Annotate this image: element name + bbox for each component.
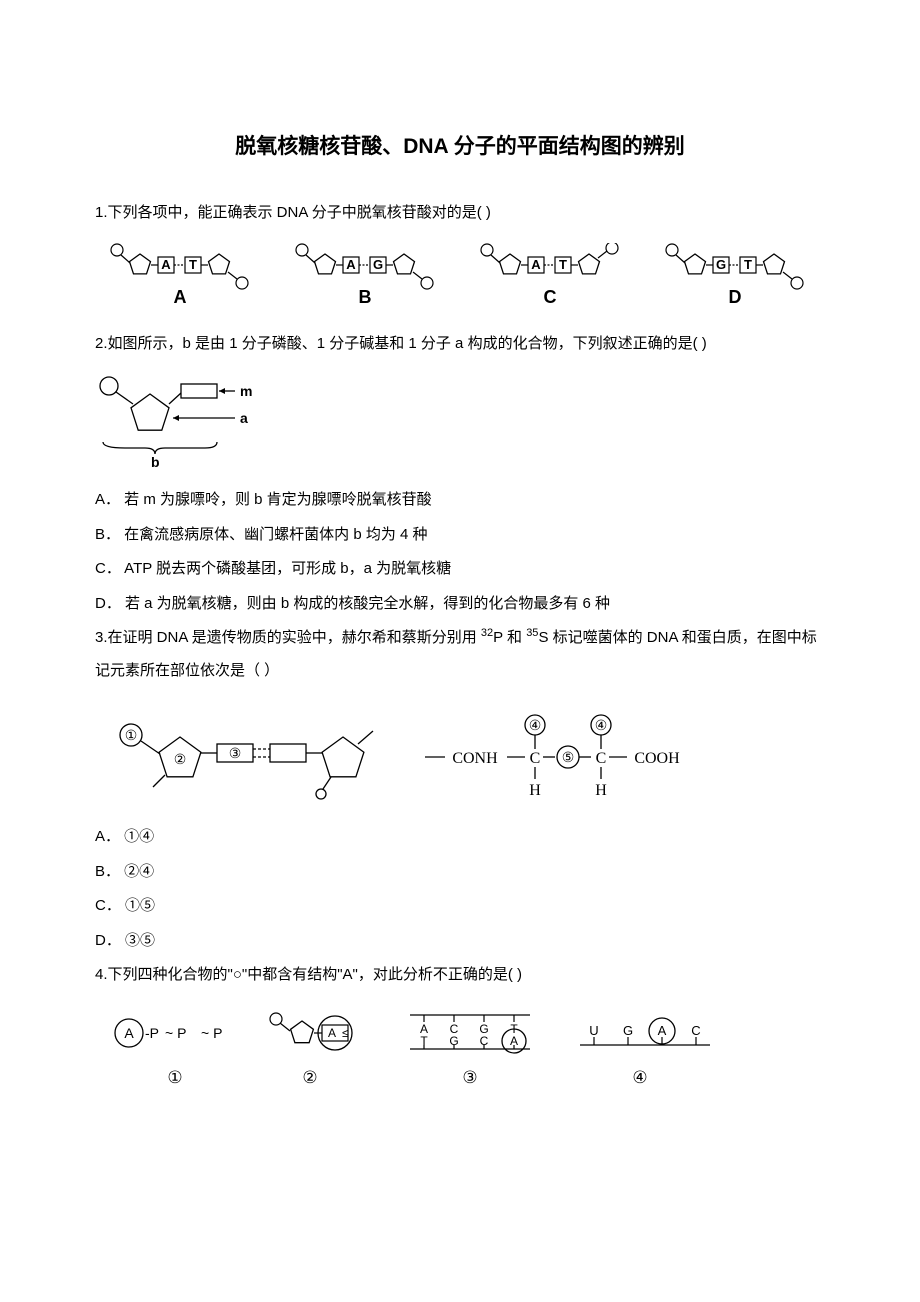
svg-text:U: U bbox=[589, 1023, 598, 1038]
svg-text:④: ④ bbox=[595, 717, 608, 733]
svg-text:COOH: COOH bbox=[634, 750, 680, 767]
svg-text:②: ② bbox=[174, 751, 187, 767]
svg-text:A: A bbox=[346, 257, 356, 272]
svg-text:a: a bbox=[240, 410, 248, 426]
svg-text:CONH: CONH bbox=[452, 750, 498, 767]
svg-text:A: A bbox=[174, 287, 187, 307]
svg-text:④: ④ bbox=[529, 717, 542, 733]
svg-text:B: B bbox=[359, 287, 372, 307]
svg-text:G: G bbox=[716, 257, 726, 272]
svg-text:C: C bbox=[596, 750, 607, 767]
q3-text-1: 3.在证明 DNA 是遗传物质的实验中，赫尔希和蔡斯分别用 bbox=[95, 629, 481, 646]
q3-option-d: D． ③⑤ bbox=[95, 924, 825, 959]
svg-text:C: C bbox=[530, 750, 541, 767]
question-2: 2.如图所示，b 是由 1 分子磷酸、1 分子碱基和 1 分子 a 构成的化合物… bbox=[95, 327, 825, 360]
svg-text:G: G bbox=[373, 257, 383, 272]
svg-text:A: A bbox=[161, 257, 171, 272]
svg-text:A: A bbox=[124, 1025, 134, 1041]
svg-text:G: G bbox=[623, 1023, 633, 1038]
question-3: 3.在证明 DNA 是遗传物质的实验中，赫尔希和蔡斯分别用 32P 和 35S … bbox=[95, 621, 825, 687]
q4-diagram: A-P ~ P ~ P①A≤②ATCGGCTA③UGAC④ bbox=[100, 1005, 825, 1095]
svg-text:≤: ≤ bbox=[342, 1026, 349, 1040]
question-1: 1.下列各项中，能正确表示 DNA 分子中脱氧核苷酸对的是( ) bbox=[95, 196, 825, 229]
svg-text:①: ① bbox=[167, 1068, 182, 1087]
svg-text:T: T bbox=[189, 257, 197, 272]
page-title: 脱氧核糖核苷酸、DNA 分子的平面结构图的辨别 bbox=[95, 130, 825, 160]
svg-text:-P: -P bbox=[145, 1025, 159, 1041]
q1-diagram: ATAAGBATCGTD bbox=[95, 243, 825, 313]
q3-option-a: A． ①④ bbox=[95, 820, 825, 855]
q3-sup-2: 35 bbox=[526, 627, 538, 639]
q2-option-a: A． 若 m 为腺嘌呤，则 b 肯定为腺嘌呤脱氧核苷酸 bbox=[95, 483, 825, 518]
svg-text:A: A bbox=[328, 1026, 336, 1040]
svg-text:③: ③ bbox=[462, 1068, 477, 1087]
svg-text:①: ① bbox=[125, 727, 138, 743]
q2-option-b: B． 在禽流感病原体、幽门螺杆菌体内 b 均为 4 种 bbox=[95, 518, 825, 553]
svg-text:A: A bbox=[531, 257, 541, 272]
svg-text:~ P: ~ P bbox=[165, 1025, 186, 1041]
svg-text:C: C bbox=[544, 287, 557, 307]
svg-text:b: b bbox=[151, 454, 160, 469]
q2-option-c: C． ATP 脱去两个磷酸基团，可形成 b，a 为脱氧核糖 bbox=[95, 552, 825, 587]
q3-text-2: P 和 bbox=[493, 629, 526, 646]
q2-diagram: ma b bbox=[95, 374, 825, 469]
q3-option-c: C． ①⑤ bbox=[95, 889, 825, 924]
svg-text:H: H bbox=[595, 782, 607, 799]
svg-text:②: ② bbox=[302, 1068, 317, 1087]
q3-sup-1: 32 bbox=[481, 627, 493, 639]
svg-text:⑤: ⑤ bbox=[562, 749, 575, 765]
svg-text:③: ③ bbox=[229, 745, 242, 761]
svg-text:m: m bbox=[240, 383, 252, 399]
q3-diagram: ① ② ③ CONH C ④ H ⑤ C ④ H COOH bbox=[105, 707, 825, 802]
svg-text:C: C bbox=[691, 1023, 700, 1038]
svg-text:④: ④ bbox=[632, 1068, 647, 1087]
svg-text:T: T bbox=[744, 257, 752, 272]
svg-text:A: A bbox=[658, 1023, 667, 1038]
q2-option-d: D． 若 a 为脱氧核糖，则由 b 构成的核酸完全水解，得到的化合物最多有 6 … bbox=[95, 587, 825, 622]
svg-text:H: H bbox=[529, 782, 541, 799]
svg-text:T: T bbox=[559, 257, 567, 272]
svg-text:~ P: ~ P bbox=[201, 1025, 222, 1041]
q3-option-b: B． ②④ bbox=[95, 855, 825, 890]
question-4: 4.下列四种化合物的"○"中都含有结构"A"，对此分析不正确的是( ) bbox=[95, 958, 825, 991]
svg-text:D: D bbox=[729, 287, 742, 307]
